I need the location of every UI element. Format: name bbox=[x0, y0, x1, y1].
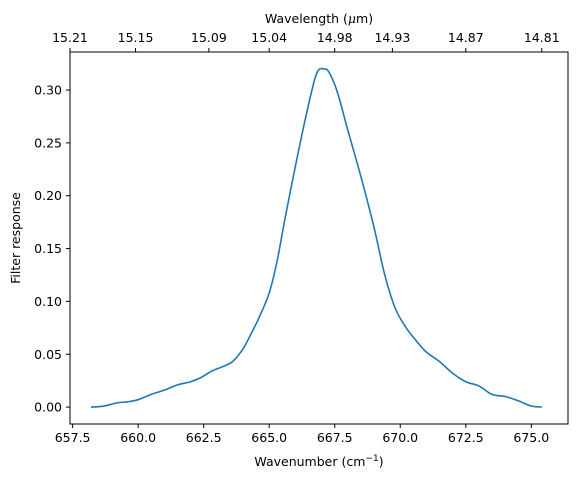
x-tick-label: 667.5 bbox=[317, 430, 353, 445]
x-axis-label: Wavenumber (cm−1) bbox=[254, 454, 383, 469]
top-x-tick-label: 14.87 bbox=[448, 30, 484, 45]
y-tick-label: 0.25 bbox=[34, 135, 62, 150]
x-tick-label: 675.0 bbox=[513, 430, 549, 445]
top-x-tick-label: 15.09 bbox=[191, 30, 227, 45]
top-x-axis-ticks: 15.21 15.15 15.09 15.04 14.98 14.93 14.87 14.81 bbox=[52, 30, 560, 52]
top-x-tick-label: 15.04 bbox=[251, 30, 287, 45]
y-tick-label: 0.05 bbox=[34, 347, 62, 362]
y-tick-label: 0.10 bbox=[34, 294, 62, 309]
top-x-tick-label: 14.93 bbox=[374, 30, 410, 45]
top-x-axis-label: Wavelength (μm) bbox=[265, 11, 373, 26]
x-tick-label: 670.0 bbox=[382, 430, 418, 445]
x-tick-label: 657.5 bbox=[55, 430, 91, 445]
y-tick-label: 0.20 bbox=[34, 188, 62, 203]
top-x-tick-label: 14.81 bbox=[524, 30, 560, 45]
y-tick-label: 0.15 bbox=[34, 241, 62, 256]
x-tick-label: 665.0 bbox=[251, 430, 287, 445]
bottom-x-axis-ticks: 657.5 660.0 662.5 665.0 667.5 670.0 672.5 675.0 bbox=[55, 424, 549, 445]
y-axis-label: Filter response bbox=[8, 192, 23, 284]
y-tick-label: 0.00 bbox=[34, 400, 62, 415]
x-tick-label: 660.0 bbox=[120, 430, 156, 445]
top-x-tick-label: 14.98 bbox=[317, 30, 353, 45]
top-x-tick-label: 15.21 bbox=[52, 30, 88, 45]
plot-frame bbox=[69, 51, 569, 425]
y-tick-label: 0.30 bbox=[34, 83, 62, 98]
series-line-filter-response bbox=[90, 67, 542, 408]
y-axis-ticks: 0.00 0.05 0.10 0.15 0.20 0.25 0.30 bbox=[34, 83, 70, 415]
x-tick-label: 672.5 bbox=[448, 430, 484, 445]
x-tick-label: 662.5 bbox=[186, 430, 222, 445]
top-x-tick-label: 15.15 bbox=[118, 30, 154, 45]
